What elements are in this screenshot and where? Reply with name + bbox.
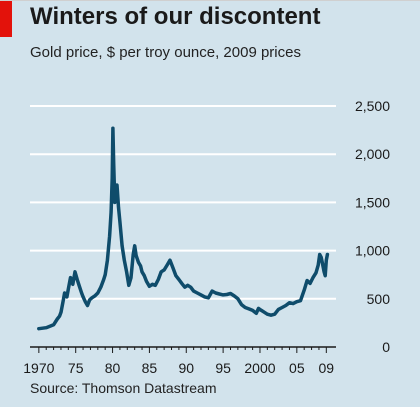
x-axis-ticks [38,347,327,353]
x-tick-label: 1970 [23,360,54,376]
x-tick-label: 80 [105,360,121,376]
y-tick-label: 500 [367,291,391,307]
series-layer [37,126,330,331]
y-axis-labels: 0 500 1,000 1,500 2,000 2,500 [355,98,390,355]
y-tick-label: 1,500 [355,194,390,210]
chart-subtitle: Gold price, $ per troy ounce, 2009 price… [30,44,301,61]
x-tick-label: 95 [215,360,231,376]
gridlines [30,105,336,348]
y-tick-label: 1,000 [355,243,390,259]
x-tick-label: 75 [68,360,84,376]
x-tick-label: 2000 [244,360,275,376]
x-tick-label: 85 [142,360,158,376]
y-tick-label: 0 [382,339,390,355]
x-tick-label: 90 [178,360,194,376]
x-axis-labels: 1970 75 80 85 90 95 2000 05 09 [23,360,334,376]
brand-accent-tab [0,1,12,37]
x-tick-label: 09 [319,360,335,376]
y-tick-label: 2,500 [355,98,390,114]
chart-source: Source: Thomson Datastream [30,380,217,396]
x-tick-label: 05 [289,360,305,376]
gold-price-line [37,126,330,331]
y-tick-label: 2,000 [355,146,390,162]
chart-title: Winters of our discontent [30,3,321,30]
